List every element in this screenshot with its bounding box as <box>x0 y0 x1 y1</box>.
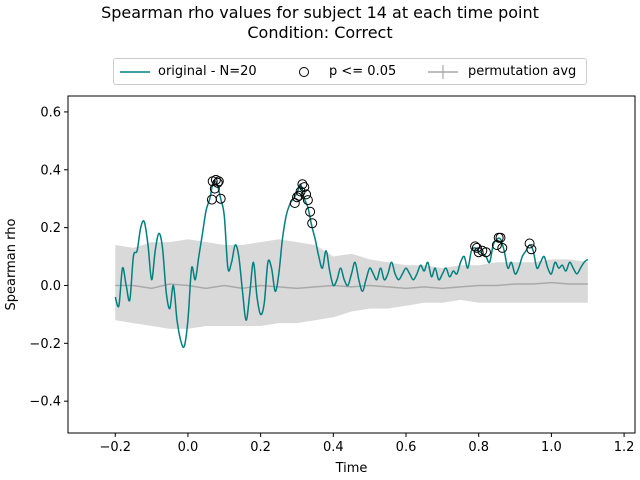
significant-point <box>302 195 313 206</box>
significant-point <box>213 176 224 187</box>
legend-label-permutation: permutation avg <box>468 64 577 79</box>
significant-point <box>305 206 316 217</box>
significant-point <box>470 241 481 252</box>
significant-point <box>215 193 226 204</box>
x-tick-label: 1.0 <box>541 440 562 455</box>
permutation-avg-line <box>115 281 588 290</box>
legend-label-original: original - N=20 <box>158 64 257 79</box>
significant-point <box>293 190 304 201</box>
significant-point <box>497 242 508 253</box>
significant-point <box>299 182 310 193</box>
y-tick-label: 0.6 <box>40 105 61 120</box>
x-tick-label: 0.2 <box>250 440 271 455</box>
y-tick-label: 0.4 <box>40 163 61 178</box>
chart-subtitle: Condition: Correct <box>247 23 393 42</box>
significant-point <box>301 189 312 200</box>
chart-title: Spearman rho values for subject 14 at ea… <box>101 3 539 22</box>
significant-point <box>212 177 223 188</box>
legend-swatch-significant <box>299 67 309 77</box>
permutation-band <box>115 239 588 329</box>
significant-point <box>292 192 302 203</box>
x-tick-label: 0.6 <box>396 440 417 455</box>
legend: original - N=20 p <= 0.05 permutation av… <box>113 58 587 85</box>
original-series-line <box>114 179 589 349</box>
legend-swatch-permutation <box>428 65 458 79</box>
x-tick-label: 0.4 <box>323 440 344 455</box>
legend-label-significant: p <= 0.05 <box>329 64 397 79</box>
x-tick-label: 0.8 <box>468 440 489 455</box>
x-tick-label: 0.0 <box>178 440 199 455</box>
legend-swatch-original <box>120 71 150 73</box>
significant-point <box>307 218 318 229</box>
significant-point <box>297 179 308 190</box>
significant-point <box>471 242 482 253</box>
plot-frame <box>67 95 636 434</box>
y-axis-label: Spearman rho <box>4 219 19 311</box>
y-tick-label: −0.2 <box>29 337 61 352</box>
y-tick-label: 0.0 <box>40 279 61 294</box>
significant-point <box>495 232 506 243</box>
y-tick-label: −0.4 <box>29 395 61 410</box>
x-tick-label: 1.2 <box>614 440 635 455</box>
significant-point <box>526 244 537 255</box>
significant-point <box>481 247 491 258</box>
x-tick-label: −0.2 <box>99 440 131 455</box>
significant-point <box>524 238 535 249</box>
y-tick-label: 0.2 <box>40 221 61 236</box>
x-axis-label: Time <box>335 461 368 476</box>
significant-point <box>206 194 217 205</box>
